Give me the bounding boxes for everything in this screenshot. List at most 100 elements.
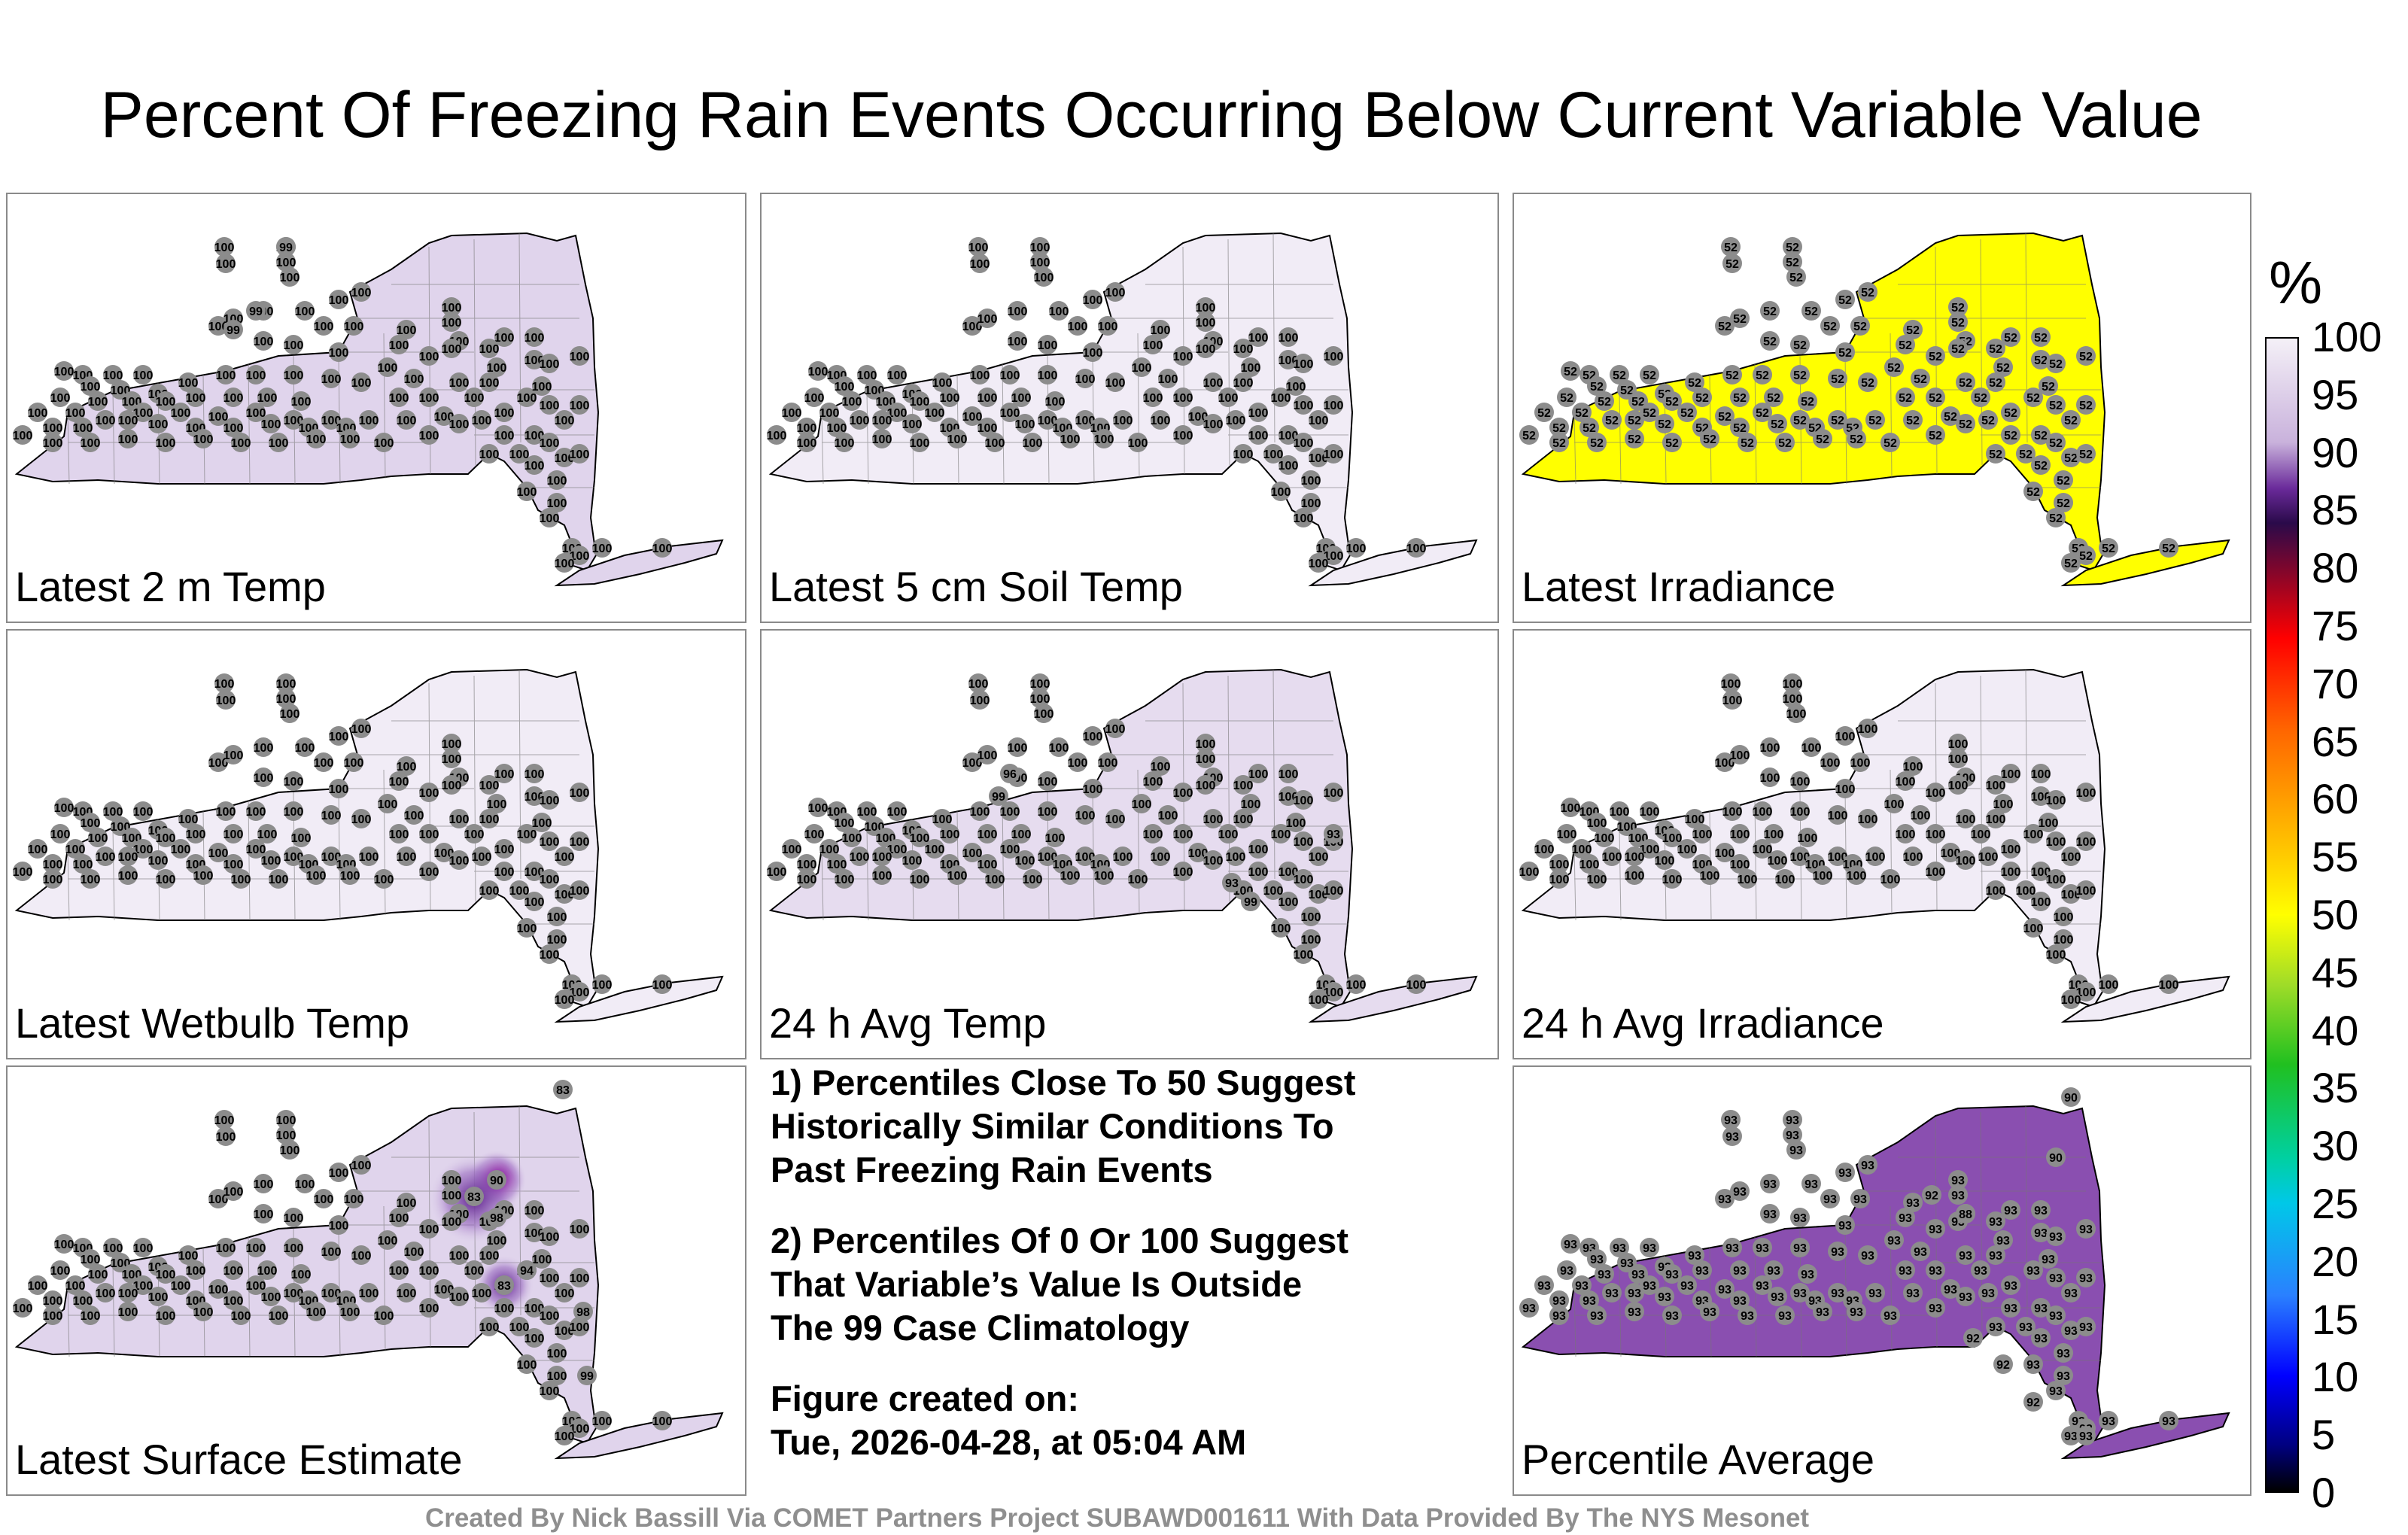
station-marker: 100 [1301, 929, 1321, 949]
station-value: 100 [1798, 832, 1818, 845]
station-marker: 100 [940, 388, 959, 407]
station-value: 52 [2049, 512, 2063, 525]
station-value: 100 [555, 558, 575, 570]
station-marker: 100 [261, 850, 281, 870]
station-marker: 100 [223, 1260, 243, 1280]
station-marker: 100 [570, 546, 589, 565]
station-marker: 100 [257, 1260, 277, 1280]
station-value: 52 [1793, 339, 1807, 352]
station-value: 100 [1549, 859, 1570, 871]
station-marker: 100 [1828, 847, 1847, 866]
state-outline [1308, 975, 1478, 1023]
station-marker: 100 [103, 1238, 123, 1257]
station-value: 100 [13, 1302, 33, 1315]
station-marker: 52 [1587, 376, 1607, 396]
station-marker: 93 [1926, 1298, 1945, 1318]
station-value: 100 [1324, 787, 1344, 800]
state-outline [554, 1412, 724, 1460]
station-marker: 100 [962, 316, 982, 336]
station-value: 100 [1783, 693, 1803, 706]
station-marker: 52 [1948, 297, 1968, 317]
station-marker: 100 [404, 805, 424, 825]
station-marker: 52 [1764, 388, 1783, 407]
station-marker: 52 [1850, 316, 1870, 336]
station-value: 100 [1045, 396, 1066, 409]
panel-label: Latest Irradiance [1522, 563, 1836, 610]
station-value: 52 [1680, 407, 1694, 420]
station-marker: 100 [1203, 414, 1223, 433]
station-marker: 100 [1233, 372, 1253, 392]
station-value: 100 [1721, 678, 1741, 691]
station-value: 100 [389, 828, 409, 841]
station-value: 100 [2031, 791, 2051, 804]
station-value: 100 [1038, 851, 1058, 864]
station-value: 100 [306, 433, 327, 446]
station-marker: 100 [148, 414, 168, 433]
station-value: 93 [1823, 1193, 1837, 1206]
station-marker: 93 [1790, 1283, 1810, 1302]
station-marker: 93 [1926, 1260, 1945, 1280]
station-marker: 100 [1173, 346, 1193, 366]
station-marker: 100 [81, 433, 100, 452]
station-value: 100 [570, 986, 590, 999]
station-marker: 100 [378, 794, 397, 813]
station-marker: 52 [1926, 425, 1945, 445]
station-value: 100 [1561, 802, 1581, 815]
colorbar-tick-label: 100 [2312, 313, 2382, 360]
station-marker: 100 [1602, 847, 1622, 866]
station-value: 93 [1522, 1302, 1536, 1315]
station-value: 52 [1733, 422, 1747, 435]
station-value: 52 [1658, 418, 1671, 431]
station-value: 100 [404, 810, 424, 822]
station-value: 100 [1049, 742, 1069, 755]
station-value: 100 [524, 354, 545, 367]
station-value: 100 [73, 859, 93, 871]
station-marker: 100 [246, 403, 266, 422]
station-marker: 100 [359, 847, 379, 866]
station-value: 100 [1203, 813, 1224, 826]
station-marker: 100 [547, 493, 567, 512]
station-value: 93 [1680, 1280, 1694, 1293]
station-marker: 100 [652, 538, 672, 558]
station-value: 100 [359, 1287, 379, 1300]
station-marker: 52 [1858, 372, 1877, 392]
station-value: 52 [2049, 437, 2063, 450]
station-marker: 100 [1858, 809, 1877, 828]
station-marker: 100 [517, 824, 537, 843]
station-marker: 100 [555, 884, 574, 904]
station-value: 100 [487, 798, 507, 811]
station-value: 93 [1989, 1250, 2002, 1263]
station-value: 99 [1244, 896, 1257, 909]
station-value: 93 [1853, 1193, 1867, 1206]
station-value: 100 [472, 1287, 492, 1300]
station-value: 100 [962, 847, 983, 860]
station-value: 100 [208, 321, 229, 333]
station-value: 100 [835, 874, 855, 886]
station-marker: 100 [540, 1268, 559, 1287]
station-value: 52 [2004, 407, 2017, 420]
station-value: 100 [1023, 874, 1043, 886]
station-marker: 100 [1143, 771, 1163, 791]
station-value: 100 [797, 422, 817, 435]
station-value: 100 [540, 400, 560, 412]
station-marker: 100 [1406, 974, 1426, 994]
station-value: 100 [254, 742, 274, 755]
station-value: 100 [246, 843, 266, 856]
station-marker: 52 [1880, 433, 1900, 452]
station-value: 100 [1549, 874, 1570, 886]
station-marker: 100 [208, 1279, 228, 1299]
station-marker: 100 [1324, 444, 1343, 464]
station-marker: 100 [540, 395, 560, 415]
station-marker: 100 [555, 989, 574, 1009]
colorbar-tick-label: 45 [2312, 948, 2359, 996]
station-value: 100 [1030, 678, 1050, 691]
station-value: 100 [156, 1310, 176, 1323]
colorbar-tick-label: 35 [2312, 1064, 2359, 1112]
station-value: 52 [1793, 369, 1807, 382]
station-marker: 100 [1023, 869, 1043, 889]
station-value: 100 [977, 828, 998, 841]
station-value: 100 [1301, 911, 1321, 924]
station-marker: 100 [314, 1189, 333, 1208]
station-marker: 100 [284, 365, 303, 385]
